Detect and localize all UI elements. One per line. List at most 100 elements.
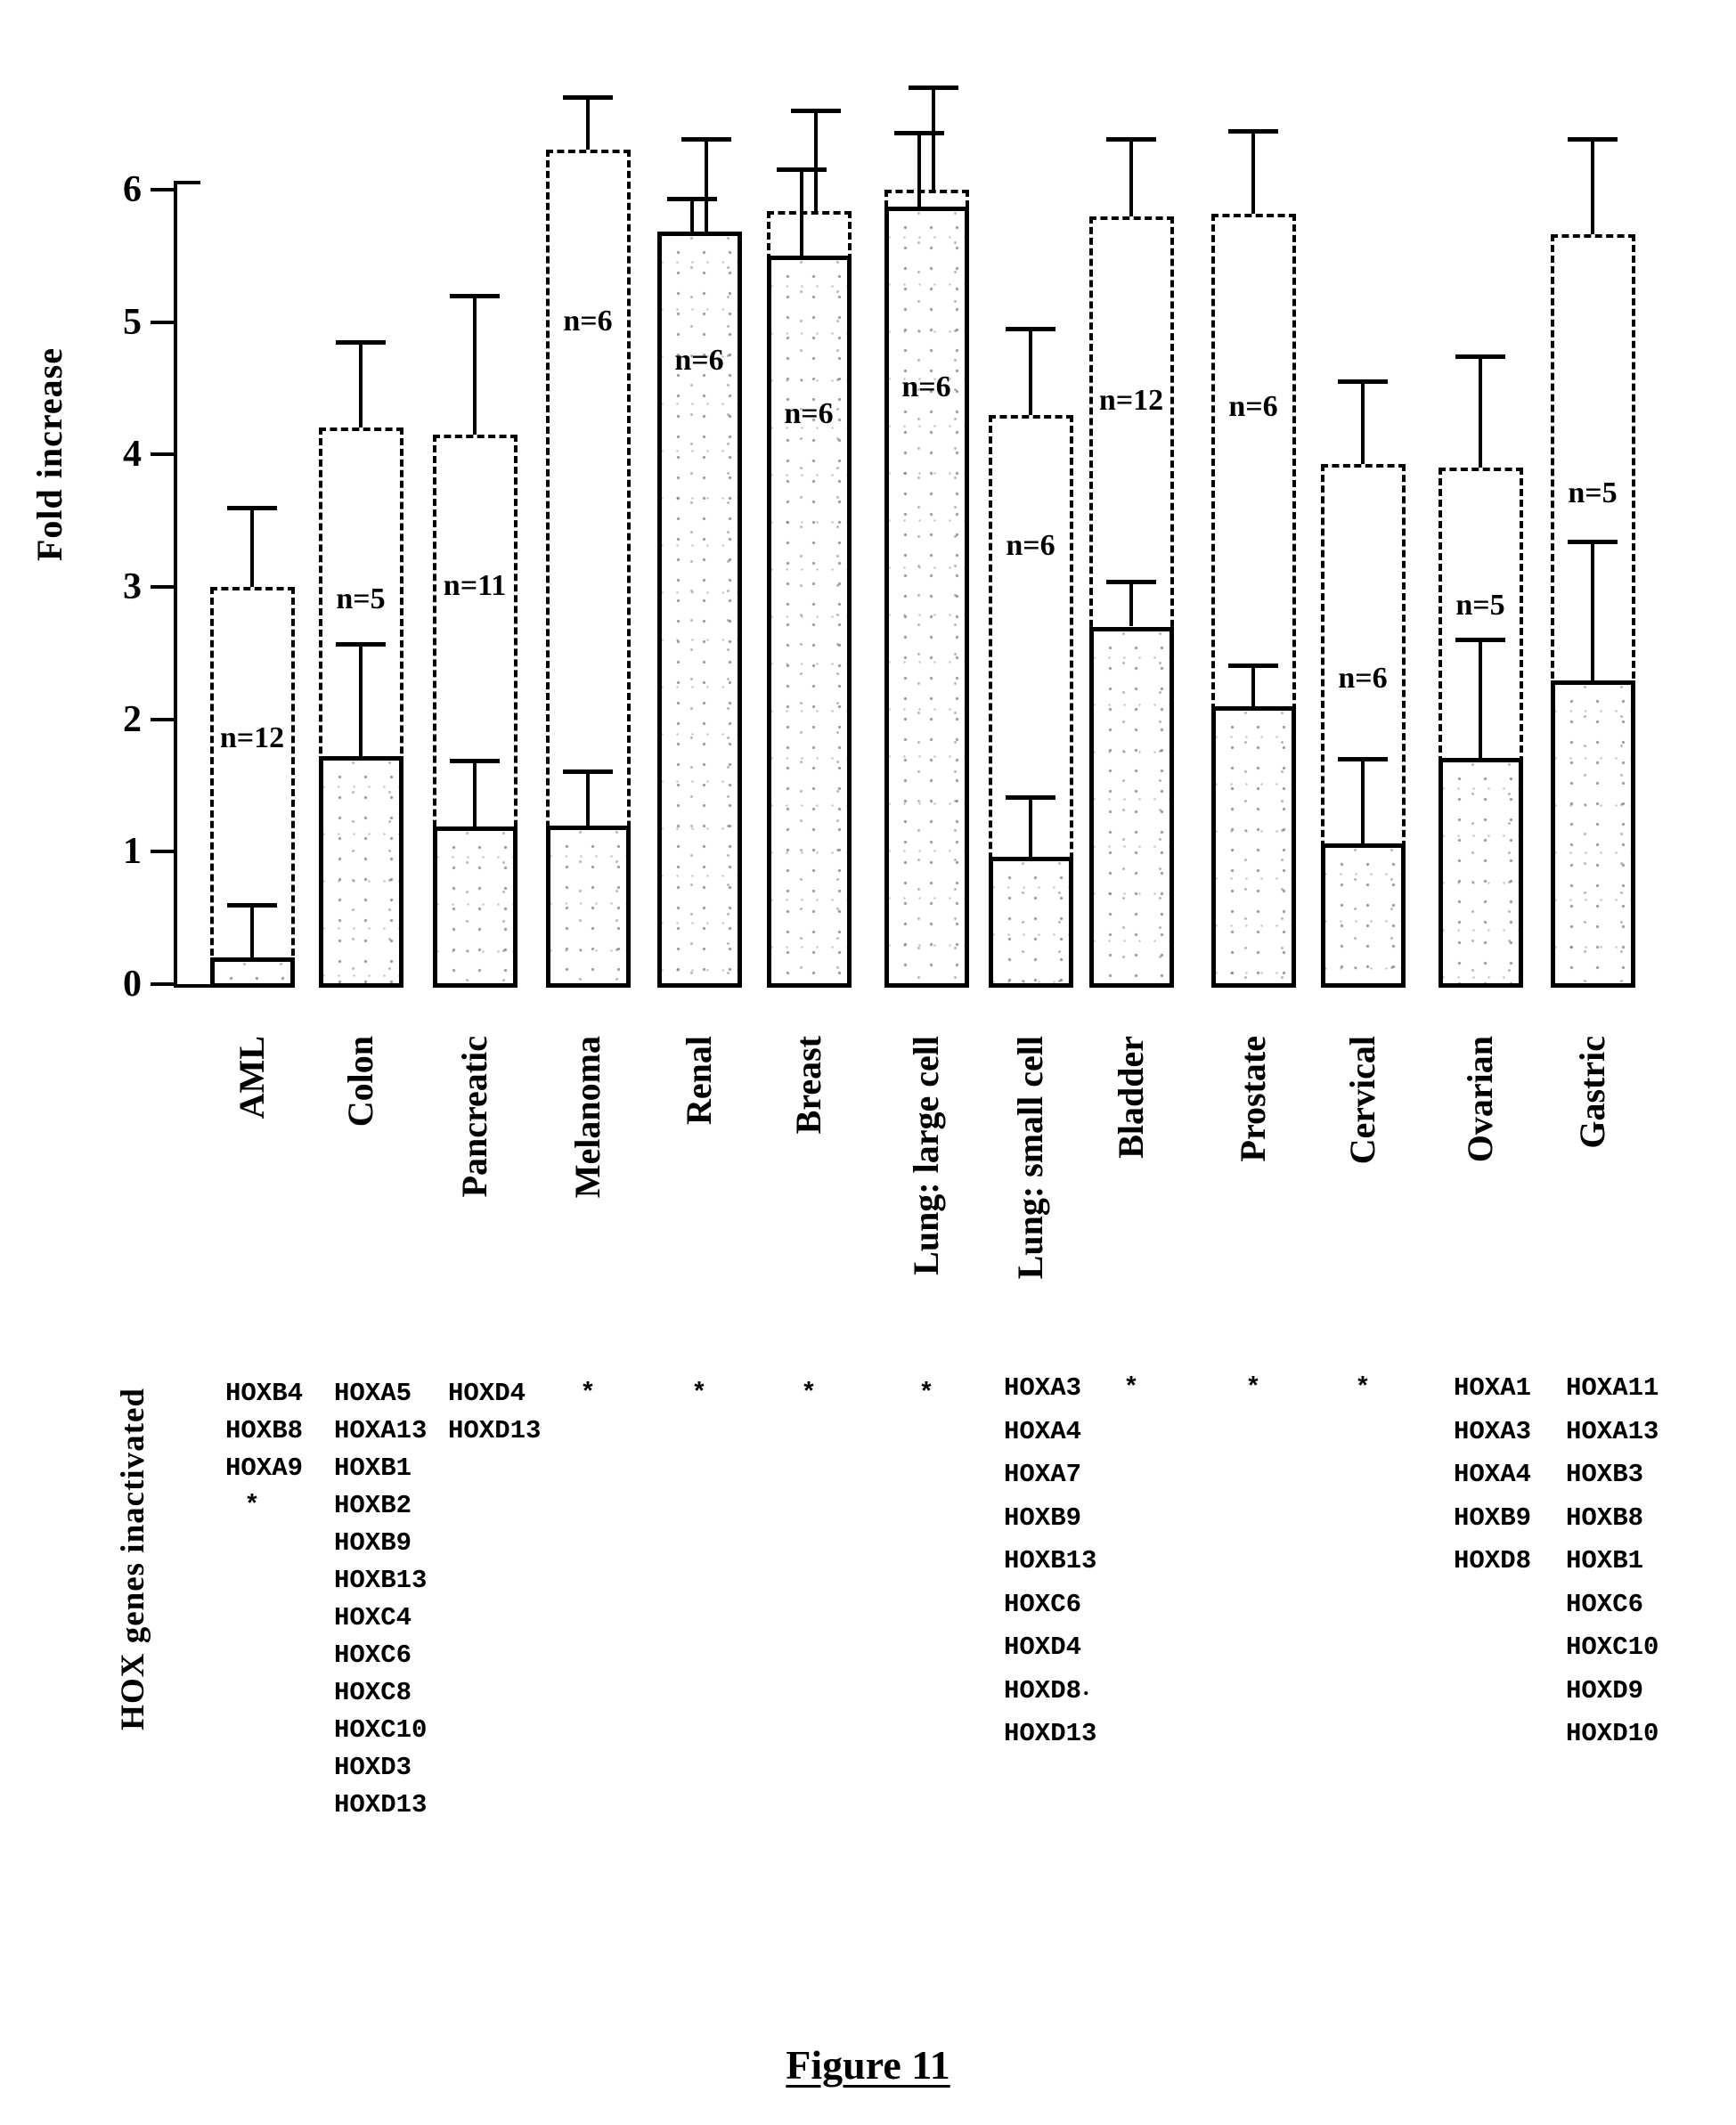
gene-item-ovarian-hoxb9: HOXB9: [1454, 1502, 1532, 1533]
category-label-ovarian: Ovarian: [1460, 1036, 1500, 1163]
gene-item-colon-hoxc8: HOXC8: [334, 1678, 412, 1707]
error-line-dashed-cervical: [1361, 381, 1365, 464]
error-line-dashed-lung-large-cell: [932, 87, 935, 190]
category-label-breast: Breast: [788, 1036, 828, 1135]
category-label-colon: Colon: [340, 1036, 380, 1128]
n-label-pancreatic: n=11: [443, 568, 507, 602]
category-label-bladder: Bladder: [1111, 1036, 1151, 1159]
bar-solid-breast: [766, 256, 852, 988]
gene-item-colon-hoxb9: HOXB9: [334, 1528, 412, 1558]
bar-solid-prostate: [1210, 705, 1296, 988]
category-label-row: AML Colon Pancreatic Melanoma Renal Breast Lun…: [0, 1033, 1736, 1407]
y-tick-label-5: 5: [123, 301, 142, 343]
category-label-renal: Renal: [679, 1036, 719, 1125]
gene-item-aml-hoxb4: HOXB4: [225, 1379, 304, 1408]
error-line-solid-prostate: [1251, 664, 1255, 706]
gene-item-colon-hoxc6: HOXC6: [334, 1641, 412, 1670]
gene-item-lung-small-cell-hoxa3: HOXA3: [1004, 1373, 1082, 1403]
bar-solid-colon: [318, 756, 403, 988]
error-line-dashed-renal: [705, 139, 708, 232]
y-axis-line: [174, 181, 177, 988]
gene-item-lung-small-cell-hoxb13: HOXB13: [1004, 1546, 1097, 1575]
bar-solid-lung-large-cell: [884, 207, 969, 988]
error-line-solid-cervical: [1361, 759, 1365, 844]
gene-item-lung-small-cell-hoxa7: HOXA7: [1004, 1460, 1082, 1489]
y-tick-label-1: 1: [123, 831, 142, 873]
y-tick-6: [151, 187, 174, 191]
gene-item-gastric-hoxb3: HOXB3: [1566, 1460, 1644, 1489]
error-cap-solid-prostate: [1228, 663, 1278, 668]
gene-item-ovarian-hoxa4: HOXA4: [1454, 1460, 1532, 1489]
error-line-dashed-colon: [359, 341, 363, 428]
category-label-melanoma: Melanoma: [567, 1036, 607, 1199]
gene-asterisk-renal: *: [691, 1379, 707, 1408]
gene-item-lung-small-cell-hoxa4: HOXA4: [1004, 1416, 1082, 1446]
category-label-gastric: Gastric: [1572, 1036, 1612, 1149]
error-cap-solid-ovarian: [1455, 638, 1505, 643]
error-line-dashed-ovarian: [1479, 356, 1482, 468]
gene-asterisk-lung-large-cell: *: [918, 1379, 934, 1408]
error-line-dashed-melanoma: [586, 96, 590, 151]
error-cap-dashed-melanoma: [563, 94, 613, 100]
n-label-gastric: n=5: [1568, 476, 1618, 509]
error-line-dashed-lung-small-cell: [1029, 328, 1032, 415]
category-label-prostate: Prostate: [1233, 1036, 1273, 1162]
bar-solid-aml: [209, 957, 295, 988]
gene-asterisk-cervical: *: [1355, 1373, 1371, 1403]
y-axis-top-hook: [174, 181, 200, 184]
y-tick-label-0: 0: [123, 964, 142, 1005]
n-label-melanoma: n=6: [563, 304, 613, 338]
error-line-dashed-bladder: [1129, 139, 1133, 216]
gene-item-colon-hoxd13: HOXD13: [334, 1790, 428, 1820]
error-cap-dashed-bladder: [1106, 137, 1156, 142]
gene-item-colon-hoxb13: HOXB13: [334, 1566, 428, 1595]
y-tick-4: [151, 452, 174, 457]
gene-asterisk-melanoma: *: [580, 1379, 596, 1408]
gene-lists: HOXB4 HOXB8 HOXA9 * HOXA5 HOXA13 HOXB1 HOXB2 HOX…: [0, 1363, 1736, 1861]
n-label-lung-large-cell: n=6: [901, 370, 951, 403]
n-label-renal: n=6: [674, 344, 724, 378]
bar-solid-gastric: [1550, 680, 1635, 988]
gene-item-gastric-hoxa13: HOXA13: [1566, 1416, 1659, 1446]
error-line-solid-breast: [800, 169, 803, 256]
gene-item-aml-hoxb8: HOXB8: [225, 1416, 304, 1445]
bar-solid-bladder: [1088, 626, 1174, 988]
gene-item-gastric-hoxb1: HOXB1: [1566, 1546, 1644, 1575]
error-cap-solid-pancreatic: [450, 758, 500, 763]
error-line-solid-bladder: [1129, 581, 1133, 627]
y-tick-label-3: 3: [123, 566, 142, 607]
n-label-colon: n=5: [336, 582, 386, 615]
bar-solid-pancreatic: [432, 826, 518, 988]
error-cap-solid-breast: [777, 167, 827, 173]
chart-area: 0 1 2 3 4 5 6 n=12 n=5 n=11 n=6 n=6 n=6 n=6 n=6 n=12 n=6…: [0, 0, 1736, 1033]
category-label-lung-large-cell: Lung: large cell: [906, 1036, 946, 1275]
gene-item-pancreatic-hoxd13: HOXD13: [448, 1416, 542, 1445]
y-tick-0: [151, 982, 174, 986]
gene-item-gastric-hoxd10: HOXD10: [1566, 1719, 1659, 1748]
error-line-solid-lung-large-cell: [917, 132, 921, 208]
gene-asterisk-breast: *: [801, 1379, 817, 1408]
y-tick-1: [151, 850, 174, 854]
category-label-cervical: Cervical: [1342, 1036, 1382, 1165]
n-label-cervical: n=6: [1338, 661, 1388, 695]
gene-item-colon-hoxa5: HOXA5: [334, 1379, 412, 1408]
category-label-aml: AML: [232, 1036, 272, 1119]
n-label-bladder: n=12: [1098, 383, 1164, 417]
error-line-solid-renal: [690, 199, 694, 232]
gene-asterisk-aml: *: [244, 1491, 260, 1520]
bar-solid-melanoma: [545, 825, 631, 988]
stray-mark: .: [1083, 1674, 1089, 1700]
error-cap-dashed-colon: [336, 339, 386, 345]
error-cap-dashed-gastric: [1568, 137, 1618, 142]
figure-caption-text: Figure 11: [786, 2042, 950, 2088]
error-line-solid-pancreatic: [473, 760, 477, 827]
n-label-breast: n=6: [784, 396, 834, 430]
gene-item-colon-hoxb1: HOXB1: [334, 1453, 412, 1483]
gene-item-colon-hoxd3: HOXD3: [334, 1753, 412, 1782]
error-line-dashed-breast: [814, 110, 818, 211]
y-tick-label-4: 4: [123, 434, 142, 476]
bar-solid-cervical: [1320, 843, 1406, 988]
error-cap-solid-renal: [667, 197, 717, 202]
y-tick-5: [151, 320, 174, 324]
error-line-solid-gastric: [1591, 541, 1594, 681]
